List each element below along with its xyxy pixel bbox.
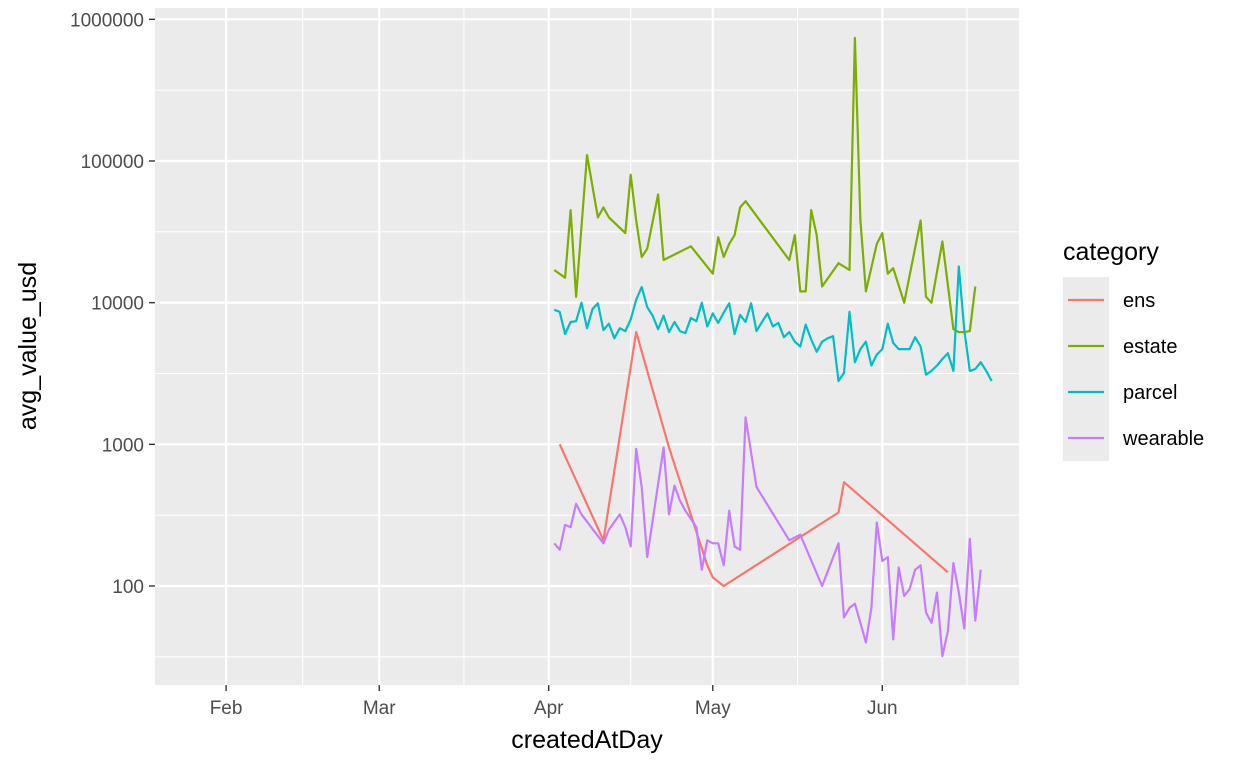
y-tick-label: 100 xyxy=(112,577,144,598)
y-axis-title: avg_value_usd xyxy=(14,262,42,430)
x-tick-label: Feb xyxy=(210,698,243,719)
series-lines xyxy=(553,36,993,658)
y-axis: 100 1000 10000 100000 1000000 xyxy=(70,10,155,598)
series-line-estate xyxy=(553,36,977,334)
x-tick-label: Jun xyxy=(867,698,898,719)
legend-label-wearable: wearable xyxy=(1122,428,1204,450)
x-tick-label: Apr xyxy=(534,698,564,719)
series-line-parcel xyxy=(553,265,993,383)
y-tick-label: 100000 xyxy=(81,152,144,173)
y-tick-label: 1000000 xyxy=(70,10,144,31)
x-axis: Feb Mar Apr May Jun xyxy=(210,685,898,719)
series-line-ens xyxy=(558,331,949,588)
panel-background xyxy=(155,8,1019,685)
x-tick-label: May xyxy=(695,698,731,719)
y-tick-label: 1000 xyxy=(102,435,144,456)
legend-label-parcel: parcel xyxy=(1123,382,1177,404)
series-line-wearable xyxy=(553,416,982,658)
y-tick-label: 10000 xyxy=(91,294,144,315)
x-tick-label: Mar xyxy=(363,698,396,719)
x-axis-title: createdAtDay xyxy=(511,726,663,754)
legend-label-estate: estate xyxy=(1123,336,1177,358)
legend-label-ens: ens xyxy=(1123,290,1155,312)
legend: category ens estate parcel wearable xyxy=(1063,238,1204,461)
legend-title: category xyxy=(1063,238,1159,266)
